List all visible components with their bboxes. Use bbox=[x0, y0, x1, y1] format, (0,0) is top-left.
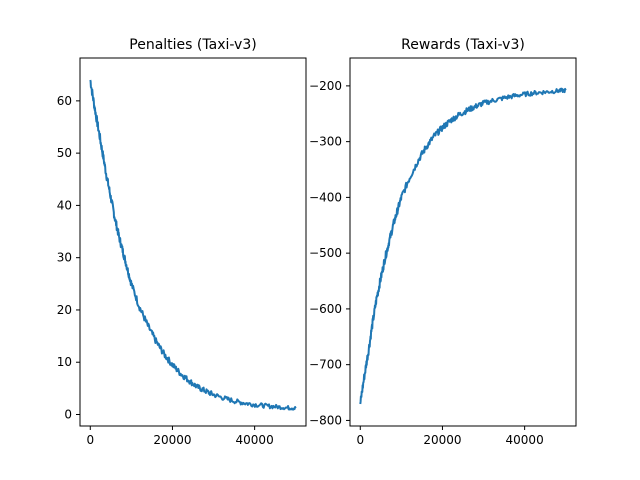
penalties-xtick-label: 40000 bbox=[236, 433, 274, 447]
rewards-marks bbox=[359, 87, 567, 405]
penalties-title: Penalties (Taxi-v3) bbox=[129, 37, 256, 53]
rewards-xtick-label: 40000 bbox=[506, 433, 544, 447]
penalties-ytick-label: 30 bbox=[57, 251, 72, 265]
rewards-series-line bbox=[359, 87, 567, 405]
penalties-chart: Penalties (Taxi-v3) 0 20000 40000 0 10 20 30 40… bbox=[57, 37, 307, 447]
rewards-ytick-label: −200 bbox=[309, 79, 342, 93]
rewards-axes: 0 20000 40000 −800 −700 −600 −500 −400 −300 −200 bbox=[309, 79, 544, 447]
penalties-series-line bbox=[89, 79, 297, 411]
penalties-xtick-label: 20000 bbox=[153, 433, 191, 447]
rewards-chart: Rewards (Taxi-v3) 0 20000 40000 −800 −700 −60… bbox=[309, 37, 577, 447]
penalties-plot-frame bbox=[79, 57, 307, 427]
penalties-xtick-label: 0 bbox=[86, 433, 94, 447]
rewards-xtick-label: 0 bbox=[356, 433, 364, 447]
penalties-ytick-label: 20 bbox=[57, 303, 72, 317]
penalties-marks bbox=[89, 79, 297, 411]
penalties-axes: 0 20000 40000 0 10 20 30 40 50 60 bbox=[57, 94, 274, 447]
penalties-ytick-label: 60 bbox=[57, 94, 72, 108]
penalties-ytick-label: 50 bbox=[57, 146, 72, 160]
rewards-ytick-label: −500 bbox=[309, 246, 342, 260]
penalties-ytick-label: 10 bbox=[57, 355, 72, 369]
penalties-ytick-label: 0 bbox=[64, 408, 72, 422]
rewards-ytick-label: −300 bbox=[309, 135, 342, 149]
rewards-plot-frame bbox=[349, 57, 577, 427]
rewards-ytick-label: −600 bbox=[309, 302, 342, 316]
penalties-ytick-label: 40 bbox=[57, 198, 72, 212]
rewards-ytick-label: −800 bbox=[309, 413, 342, 427]
rewards-title: Rewards (Taxi-v3) bbox=[401, 37, 525, 53]
rewards-ytick-label: −400 bbox=[309, 190, 342, 204]
rewards-ytick-label: −700 bbox=[309, 358, 342, 372]
rewards-xtick-label: 20000 bbox=[423, 433, 461, 447]
